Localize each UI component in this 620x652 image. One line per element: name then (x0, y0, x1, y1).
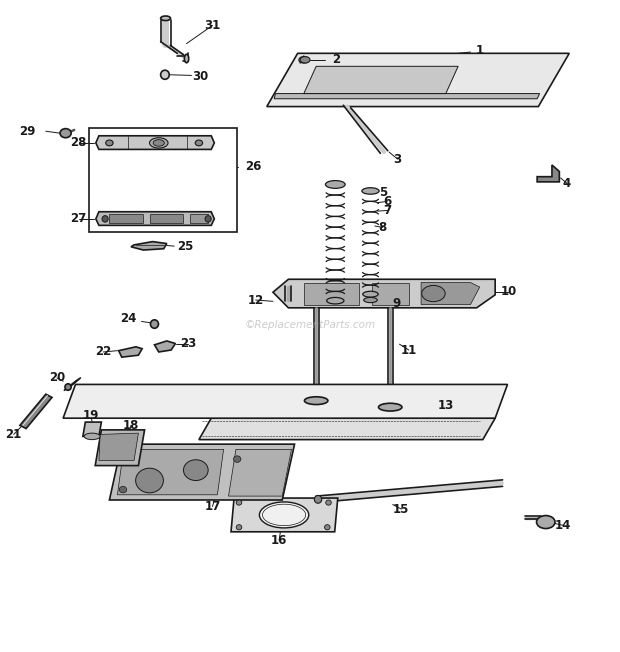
Text: 10: 10 (500, 285, 517, 298)
Polygon shape (63, 385, 508, 418)
Text: 15: 15 (393, 503, 410, 516)
Text: 23: 23 (180, 337, 196, 350)
Polygon shape (274, 94, 539, 98)
Polygon shape (231, 498, 338, 532)
Text: 7: 7 (383, 204, 391, 217)
Polygon shape (190, 214, 208, 224)
Ellipse shape (236, 525, 242, 530)
Text: 9: 9 (392, 297, 401, 310)
Polygon shape (118, 347, 142, 357)
Ellipse shape (324, 525, 330, 530)
Ellipse shape (379, 403, 402, 411)
Polygon shape (131, 242, 167, 250)
Ellipse shape (363, 291, 378, 297)
Ellipse shape (161, 16, 171, 21)
Polygon shape (95, 430, 144, 466)
Polygon shape (304, 67, 458, 94)
Text: ©ReplacementParts.com: ©ReplacementParts.com (244, 319, 376, 330)
Text: 22: 22 (95, 346, 112, 359)
Ellipse shape (65, 384, 71, 391)
Polygon shape (154, 341, 175, 352)
Polygon shape (537, 165, 559, 182)
Ellipse shape (60, 128, 71, 138)
Ellipse shape (300, 57, 310, 63)
Ellipse shape (153, 140, 164, 146)
Polygon shape (229, 449, 291, 496)
Text: 1: 1 (476, 44, 484, 57)
Ellipse shape (304, 397, 328, 404)
Polygon shape (304, 282, 360, 304)
Text: 4: 4 (562, 177, 571, 190)
Text: 2: 2 (332, 53, 340, 67)
Text: 13: 13 (438, 399, 454, 411)
Ellipse shape (151, 320, 159, 328)
Polygon shape (20, 394, 52, 428)
Text: 17: 17 (205, 500, 221, 513)
Ellipse shape (119, 486, 126, 493)
Text: 20: 20 (49, 372, 65, 385)
Ellipse shape (326, 500, 331, 505)
Ellipse shape (236, 500, 242, 505)
Text: 12: 12 (247, 293, 264, 306)
Ellipse shape (161, 70, 169, 80)
Ellipse shape (184, 460, 208, 481)
Text: 25: 25 (177, 240, 193, 252)
Ellipse shape (327, 297, 344, 304)
Text: 29: 29 (19, 125, 35, 138)
Ellipse shape (105, 140, 113, 146)
Ellipse shape (364, 297, 378, 303)
Text: 27: 27 (71, 213, 87, 226)
Polygon shape (99, 433, 138, 460)
Bar (89, 128, 237, 232)
Polygon shape (96, 136, 215, 149)
Text: 3: 3 (394, 153, 402, 166)
Ellipse shape (205, 216, 211, 222)
Text: 26: 26 (245, 160, 262, 173)
Ellipse shape (314, 496, 322, 503)
Ellipse shape (149, 138, 168, 148)
Polygon shape (109, 214, 143, 224)
Polygon shape (109, 444, 294, 500)
Ellipse shape (184, 54, 188, 63)
Ellipse shape (84, 433, 100, 439)
Text: 19: 19 (82, 409, 99, 422)
Ellipse shape (422, 286, 445, 302)
Text: 16: 16 (271, 534, 287, 547)
Text: 31: 31 (205, 19, 221, 32)
Polygon shape (372, 282, 409, 304)
Polygon shape (199, 418, 495, 439)
Ellipse shape (102, 216, 108, 222)
Text: 24: 24 (120, 312, 136, 325)
Ellipse shape (195, 140, 203, 146)
Polygon shape (539, 517, 552, 527)
Text: 8: 8 (379, 221, 387, 234)
Polygon shape (149, 214, 184, 224)
Ellipse shape (536, 516, 555, 529)
Text: 6: 6 (383, 195, 391, 208)
Text: 11: 11 (401, 344, 417, 357)
Ellipse shape (259, 502, 309, 528)
Text: 14: 14 (555, 519, 571, 532)
Text: 5: 5 (379, 186, 387, 199)
Polygon shape (117, 449, 224, 495)
Text: 28: 28 (70, 136, 87, 149)
Ellipse shape (234, 456, 241, 462)
Polygon shape (96, 212, 215, 226)
Ellipse shape (362, 188, 379, 194)
Polygon shape (267, 53, 569, 106)
Text: 18: 18 (123, 419, 140, 432)
Polygon shape (273, 279, 495, 308)
Ellipse shape (326, 181, 345, 188)
Ellipse shape (136, 468, 164, 493)
Text: 21: 21 (6, 428, 22, 441)
Text: 30: 30 (192, 70, 208, 83)
Polygon shape (421, 282, 480, 304)
Ellipse shape (299, 57, 309, 63)
Polygon shape (83, 422, 102, 436)
